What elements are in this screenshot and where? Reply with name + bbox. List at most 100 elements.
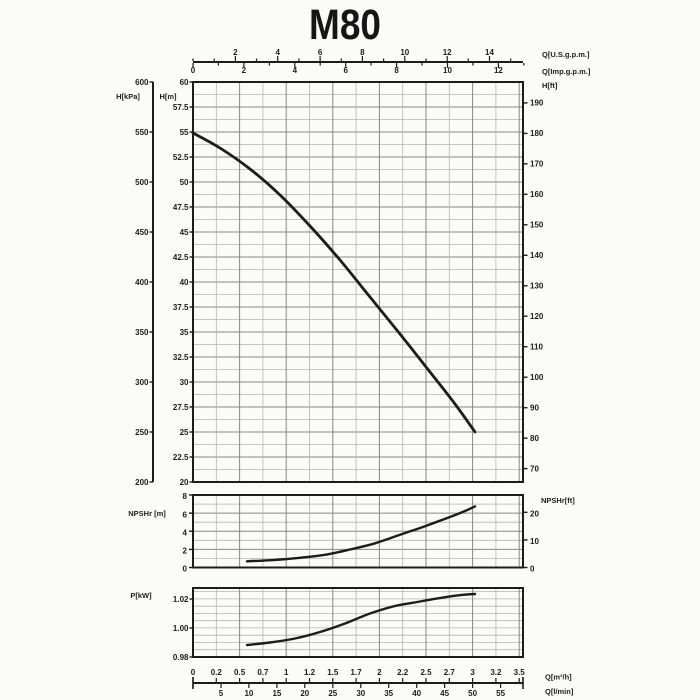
svg-text:Q[l/min]: Q[l/min] [545,687,574,696]
svg-text:4: 4 [275,48,280,57]
svg-text:15: 15 [272,689,281,698]
svg-text:170: 170 [530,160,544,169]
svg-text:2: 2 [233,48,238,57]
svg-text:20: 20 [300,689,309,698]
svg-text:H[kPa]: H[kPa] [116,92,140,101]
svg-text:2.7: 2.7 [444,668,456,677]
svg-text:M80: M80 [309,2,381,49]
svg-text:8: 8 [360,48,365,57]
svg-text:0: 0 [183,565,188,574]
svg-text:600: 600 [135,78,149,87]
svg-text:27.5: 27.5 [173,403,189,412]
svg-text:550: 550 [135,128,149,137]
svg-text:22.5: 22.5 [173,453,189,462]
svg-text:150: 150 [530,221,544,230]
svg-text:1.5: 1.5 [327,668,339,677]
svg-text:6: 6 [318,48,323,57]
svg-text:10: 10 [530,537,539,546]
svg-text:0: 0 [191,668,196,677]
svg-text:3.5: 3.5 [514,668,526,677]
svg-text:35: 35 [384,689,393,698]
svg-text:40: 40 [180,278,189,287]
svg-text:0: 0 [191,66,196,75]
svg-text:0.98: 0.98 [173,653,189,662]
svg-text:10: 10 [443,66,452,75]
svg-text:25: 25 [180,428,189,437]
svg-text:NPSHr[ft]: NPSHr[ft] [541,496,575,505]
svg-text:80: 80 [530,434,539,443]
svg-text:45: 45 [440,689,449,698]
svg-text:5: 5 [219,689,224,698]
svg-text:H[ft]: H[ft] [542,81,558,90]
svg-text:2: 2 [377,668,382,677]
svg-text:300: 300 [135,378,149,387]
svg-text:90: 90 [530,404,539,413]
svg-text:Q[U.S.g.p.m.]: Q[U.S.g.p.m.] [542,50,590,59]
svg-text:Q[m³/h]: Q[m³/h] [545,673,572,682]
svg-text:500: 500 [135,178,149,187]
svg-text:10: 10 [400,48,409,57]
svg-text:45: 45 [180,228,189,237]
svg-text:32.5: 32.5 [173,353,189,362]
svg-text:P[kW]: P[kW] [130,591,152,600]
svg-text:0: 0 [530,565,535,574]
svg-text:50: 50 [468,689,477,698]
svg-text:1.7: 1.7 [351,668,363,677]
svg-text:200: 200 [135,478,149,487]
svg-text:2: 2 [242,66,247,75]
svg-text:6: 6 [183,510,188,519]
svg-text:55: 55 [180,128,189,137]
svg-text:450: 450 [135,228,149,237]
svg-text:1.00: 1.00 [173,624,189,633]
svg-text:2.2: 2.2 [397,668,409,677]
svg-text:1: 1 [284,668,289,677]
svg-text:350: 350 [135,328,149,337]
svg-text:8: 8 [183,492,188,501]
svg-text:100: 100 [530,373,544,382]
svg-text:10: 10 [244,689,253,698]
svg-text:190: 190 [530,99,544,108]
svg-text:70: 70 [530,464,539,473]
svg-text:NPSHr [m]: NPSHr [m] [128,509,166,518]
svg-text:140: 140 [530,251,544,260]
svg-text:6: 6 [343,66,348,75]
svg-text:25: 25 [328,689,337,698]
svg-text:H[m]: H[m] [159,92,177,101]
svg-text:37.5: 37.5 [173,303,189,312]
svg-text:400: 400 [135,278,149,287]
svg-text:Q[Imp.g.p.m.]: Q[Imp.g.p.m.] [542,67,591,76]
svg-text:4: 4 [183,529,188,538]
svg-text:3.2: 3.2 [490,668,502,677]
svg-text:52.5: 52.5 [173,153,189,162]
svg-text:0.2: 0.2 [211,668,223,677]
svg-text:12: 12 [494,66,503,75]
svg-text:47.5: 47.5 [173,203,189,212]
svg-text:4: 4 [293,66,298,75]
svg-text:160: 160 [530,190,544,199]
svg-text:50: 50 [180,178,189,187]
svg-text:20: 20 [180,478,189,487]
svg-text:30: 30 [180,378,189,387]
svg-text:180: 180 [530,129,544,138]
svg-text:0.5: 0.5 [234,668,246,677]
svg-text:60: 60 [180,78,189,87]
svg-text:1.2: 1.2 [304,668,316,677]
svg-text:30: 30 [356,689,365,698]
svg-text:2.5: 2.5 [420,668,432,677]
svg-text:0.7: 0.7 [257,668,269,677]
svg-text:55: 55 [496,689,505,698]
svg-text:120: 120 [530,312,544,321]
svg-text:110: 110 [530,343,543,352]
svg-text:250: 250 [135,428,149,437]
svg-text:130: 130 [530,282,544,291]
svg-text:57.5: 57.5 [173,103,189,112]
svg-text:8: 8 [394,66,399,75]
svg-text:12: 12 [443,48,452,57]
svg-text:20: 20 [530,510,539,519]
svg-text:42.5: 42.5 [173,253,189,262]
svg-text:2: 2 [183,547,188,556]
svg-text:40: 40 [412,689,421,698]
svg-text:14: 14 [485,48,494,57]
svg-text:3: 3 [470,668,475,677]
svg-text:35: 35 [180,328,189,337]
